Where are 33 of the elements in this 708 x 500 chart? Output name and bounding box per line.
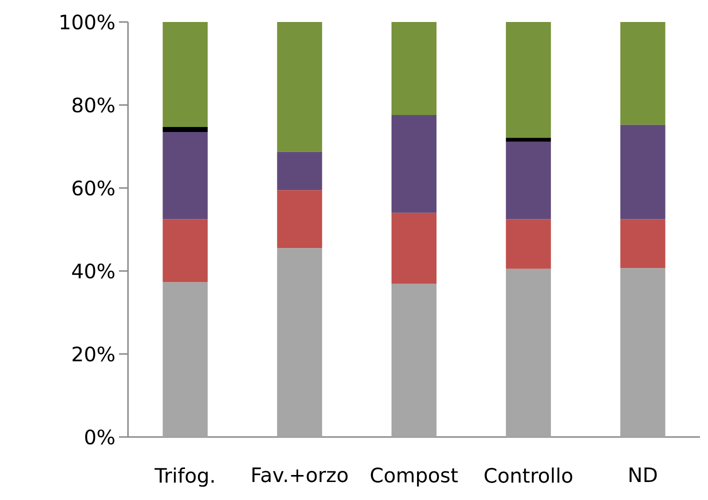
bar [620,22,666,125]
bar [277,190,322,248]
bar [392,284,437,437]
bar [392,212,437,284]
bar [392,114,437,213]
y-tick-label: 100% [60,14,114,30]
bar [162,282,208,437]
x-tick-label: Compost [370,468,458,486]
x-tick-label: Trifog. [154,468,214,487]
bar [277,248,322,437]
bar [162,219,208,282]
bar [620,219,666,268]
bar [277,22,322,152]
y-tick-label: 0% [85,429,114,445]
y-tick-label: 40% [72,263,114,279]
bar [620,124,666,220]
bar [162,126,208,132]
bar [506,22,551,138]
x-tick-label: ND [630,468,657,482]
bar [162,132,208,220]
bar [620,268,666,437]
y-tick-label: 60% [72,180,114,196]
bar [506,219,551,269]
bar [162,22,208,127]
bar [506,268,551,437]
bar [506,138,551,142]
bar [506,142,551,220]
y-tick-label: 80% [72,97,114,113]
y-tick-label: 20% [72,346,114,362]
bar [392,22,437,115]
x-tick-label: Controllo [484,468,572,483]
x-tick-label: Fav.+orzo [252,468,348,482]
bar [277,152,322,190]
